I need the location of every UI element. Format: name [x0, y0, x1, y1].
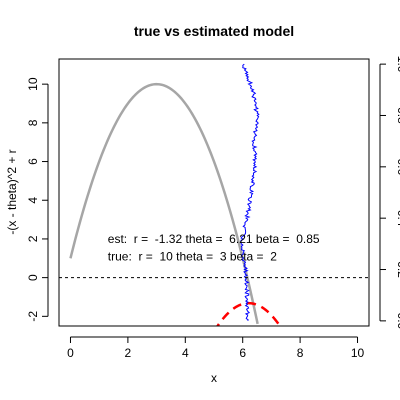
y-tick-label: 2: [26, 235, 40, 242]
plot-traces: [69, 63, 282, 326]
annotations: est: r = -1.32 theta = 6.21 beta = 0.85 t…: [108, 232, 320, 263]
x-tick-label: 4: [182, 346, 189, 360]
y-tick-label: 8: [26, 119, 40, 126]
estimated-model-curve: [216, 301, 282, 326]
annotation-true: true: r = 10 theta = 3 beta = 2: [108, 249, 277, 263]
x-tick-label: 6: [239, 346, 246, 360]
y-axis-right: 0.0 0.2 0.4 0.6 0.8 1.0: [379, 56, 400, 330]
x-tick-label: 8: [297, 346, 304, 360]
y2-tick-label: 0.6: [395, 158, 400, 175]
y2-tick-label: 0.0: [395, 313, 400, 330]
annotation-estimated: est: r = -1.32 theta = 6.21 beta = 0.85: [108, 232, 320, 246]
x-tick-label: 2: [125, 346, 132, 360]
y-tick-label: 4: [26, 197, 40, 204]
y2-tick-label: 0.8: [395, 107, 400, 124]
true-model-curve: [69, 82, 259, 325]
y-tick-label: -2: [26, 311, 40, 322]
y-tick-label: 6: [26, 158, 40, 165]
plot-frame: [58, 58, 370, 327]
y-axis-label: -(x - theta)^2 + r: [5, 149, 19, 234]
x-axis-label: x: [211, 371, 217, 385]
estimate-trace: [240, 63, 260, 321]
x-axis: 0 2 4 6 8 10: [67, 336, 365, 360]
y-axis-left: -2 0 2 4 6 8 10: [26, 77, 49, 322]
y2-tick-label: 0.2: [395, 261, 400, 278]
y-tick-label: 10: [26, 77, 40, 91]
y2-tick-label: 0.4: [395, 210, 400, 227]
y2-tick-label: 1.0: [395, 56, 400, 73]
x-tick-label: 0: [67, 346, 74, 360]
x-tick-label: 10: [351, 346, 365, 360]
chart-title: true vs estimated model: [134, 23, 294, 39]
y-tick-label: 0: [26, 274, 40, 281]
